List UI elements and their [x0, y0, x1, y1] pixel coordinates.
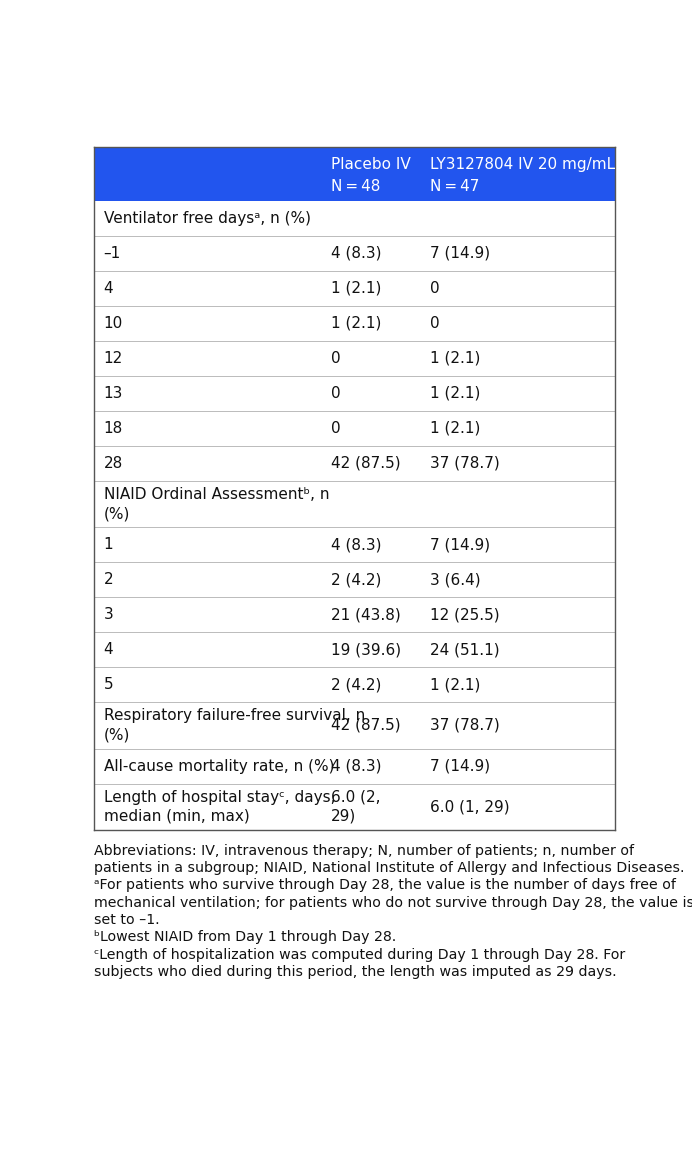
Text: 42 (87.5): 42 (87.5): [331, 456, 401, 471]
Text: Abbreviations: IV, intravenous therapy; N, number of patients; n, number of: Abbreviations: IV, intravenous therapy; …: [94, 844, 635, 858]
Text: 18: 18: [104, 421, 122, 436]
Text: 4: 4: [104, 281, 113, 295]
Text: 19 (39.6): 19 (39.6): [331, 642, 401, 657]
Text: 12: 12: [104, 350, 122, 366]
Text: Respiratory failure-free survival, n
(%): Respiratory failure-free survival, n (%): [104, 708, 365, 743]
Text: 28: 28: [104, 456, 122, 471]
Text: 2 (4.2): 2 (4.2): [331, 677, 381, 693]
Text: 37 (78.7): 37 (78.7): [430, 718, 500, 732]
Text: 2 (4.2): 2 (4.2): [331, 572, 381, 587]
Text: 21 (43.8): 21 (43.8): [331, 607, 401, 622]
Bar: [94, 667, 615, 702]
Text: 2: 2: [104, 572, 113, 587]
Text: ᵇLowest NIAID from Day 1 through Day 28.: ᵇLowest NIAID from Day 1 through Day 28.: [94, 931, 397, 945]
Text: 6.0 (1, 29): 6.0 (1, 29): [430, 799, 510, 815]
Bar: [94, 445, 615, 481]
Text: 3: 3: [104, 607, 113, 622]
Bar: [94, 563, 615, 598]
Text: patients in a subgroup; NIAID, National Institute of Allergy and Infectious Dise: patients in a subgroup; NIAID, National …: [94, 861, 685, 875]
Text: 4: 4: [104, 642, 113, 657]
Text: 0: 0: [430, 281, 440, 295]
Text: –1: –1: [104, 246, 121, 260]
Text: Ventilator free daysᵃ, n (%): Ventilator free daysᵃ, n (%): [104, 211, 311, 226]
Text: 24 (51.1): 24 (51.1): [430, 642, 500, 657]
Text: 7 (14.9): 7 (14.9): [430, 758, 491, 774]
Text: 37 (78.7): 37 (78.7): [430, 456, 500, 471]
Text: 12 (25.5): 12 (25.5): [430, 607, 500, 622]
Bar: [94, 236, 615, 271]
Text: 4 (8.3): 4 (8.3): [331, 246, 382, 260]
Text: 6.0 (2,
29): 6.0 (2, 29): [331, 790, 381, 824]
Bar: [94, 784, 615, 830]
Bar: [94, 341, 615, 376]
Text: 0: 0: [430, 315, 440, 331]
Text: ᶜLength of hospitalization was computed during Day 1 through Day 28. For: ᶜLength of hospitalization was computed …: [94, 948, 626, 961]
Text: 4 (8.3): 4 (8.3): [331, 537, 382, 552]
Bar: [94, 481, 615, 527]
Text: 1 (2.1): 1 (2.1): [331, 281, 381, 295]
Text: 0: 0: [331, 386, 341, 401]
Text: 1 (2.1): 1 (2.1): [331, 315, 381, 331]
Text: 0: 0: [331, 421, 341, 436]
Bar: [94, 411, 615, 445]
Text: 5: 5: [104, 677, 113, 693]
Text: NIAID Ordinal Assessmentᵇ, n
(%): NIAID Ordinal Assessmentᵇ, n (%): [104, 488, 329, 522]
Text: 7 (14.9): 7 (14.9): [430, 246, 491, 260]
Text: 1 (2.1): 1 (2.1): [430, 677, 480, 693]
Bar: [94, 376, 615, 411]
Text: Placebo IV: Placebo IV: [331, 157, 411, 172]
Bar: [94, 527, 615, 563]
Text: 10: 10: [104, 315, 122, 331]
Bar: [94, 749, 615, 784]
Bar: [94, 598, 615, 632]
Bar: [94, 306, 615, 341]
Text: subjects who died during this period, the length was imputed as 29 days.: subjects who died during this period, th…: [94, 965, 617, 979]
Text: 13: 13: [104, 386, 123, 401]
Text: set to –1.: set to –1.: [94, 913, 160, 927]
Text: mechanical ventilation; for patients who do not survive through Day 28, the valu: mechanical ventilation; for patients who…: [94, 895, 692, 909]
Text: Length of hospital stayᶜ, days,
median (min, max): Length of hospital stayᶜ, days, median (…: [104, 790, 335, 824]
Text: 42 (87.5): 42 (87.5): [331, 718, 401, 732]
Text: LY3127804 IV 20 mg/mL: LY3127804 IV 20 mg/mL: [430, 157, 615, 172]
Bar: [94, 200, 615, 236]
Bar: [94, 271, 615, 306]
Text: 1: 1: [104, 537, 113, 552]
Text: 0: 0: [331, 350, 341, 366]
Bar: [94, 146, 615, 200]
Text: N = 47: N = 47: [430, 179, 480, 195]
Text: 1 (2.1): 1 (2.1): [430, 421, 480, 436]
Bar: [94, 702, 615, 749]
Text: 1 (2.1): 1 (2.1): [430, 350, 480, 366]
Text: 7 (14.9): 7 (14.9): [430, 537, 491, 552]
Text: 1 (2.1): 1 (2.1): [430, 386, 480, 401]
Text: N = 48: N = 48: [331, 179, 381, 195]
Text: 4 (8.3): 4 (8.3): [331, 758, 382, 774]
Text: ᵃFor patients who survive through Day 28, the value is the number of days free o: ᵃFor patients who survive through Day 28…: [94, 878, 676, 892]
Text: All-cause mortality rate, n (%): All-cause mortality rate, n (%): [104, 758, 334, 774]
Bar: [94, 632, 615, 667]
Text: 3 (6.4): 3 (6.4): [430, 572, 481, 587]
